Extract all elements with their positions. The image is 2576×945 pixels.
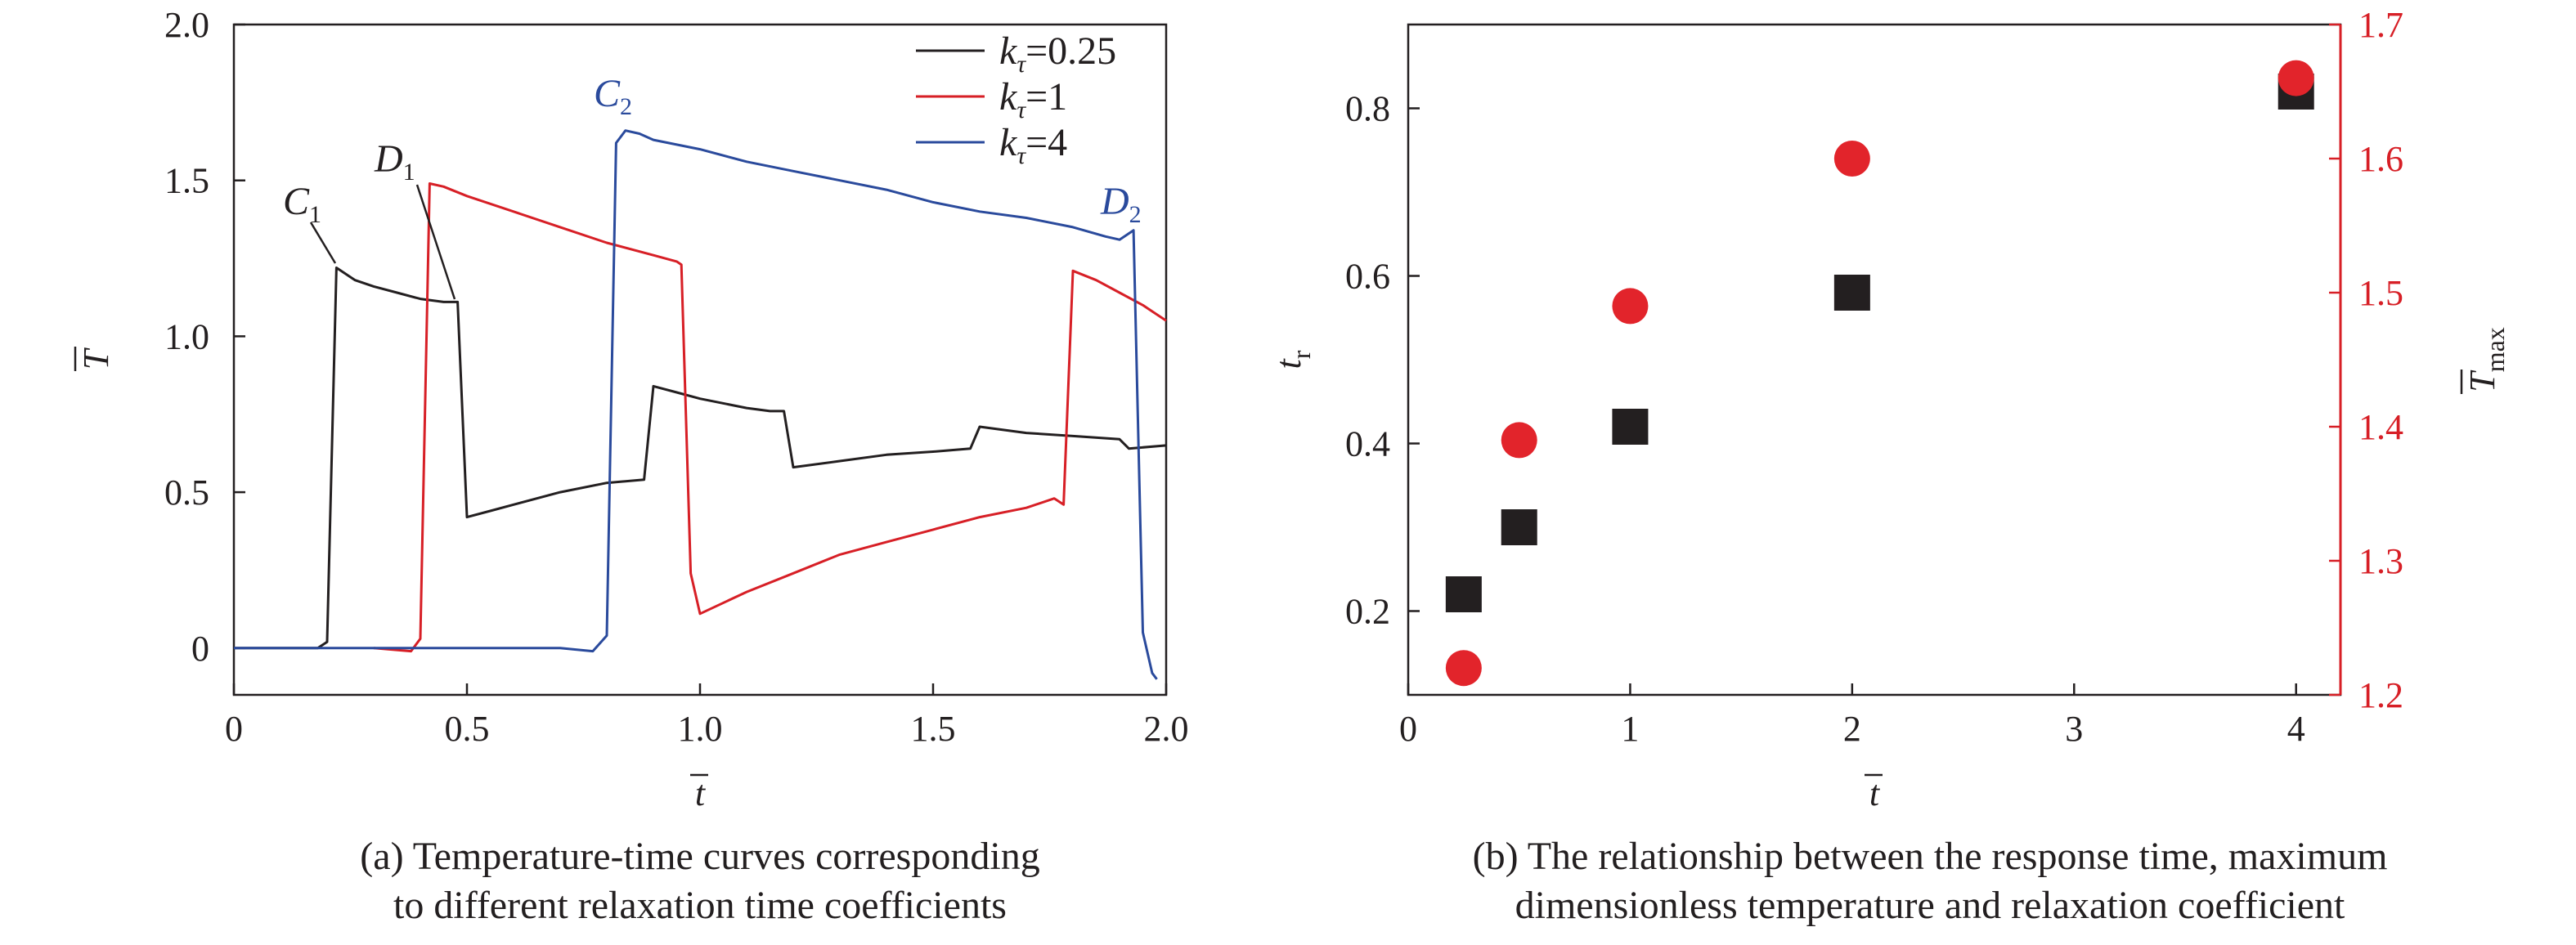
chart-b-left-tick-label: 0.4 xyxy=(1345,424,1390,464)
chart-a-lines xyxy=(234,129,1167,680)
chart-a-series-line-2 xyxy=(234,129,1158,680)
chart-b-x-tick-label: 1 xyxy=(1621,709,1639,749)
svg-text:t: t xyxy=(1869,773,1881,813)
chart-b-left-tick-label: 0.8 xyxy=(1345,89,1390,129)
chart-a-legend-label-1: kτ=1 xyxy=(999,75,1067,123)
caption-b: (b) The relationship between the respons… xyxy=(1300,832,2560,930)
chart-b-left-axis-label: tr xyxy=(1268,350,1316,369)
chart-b-plot-frame xyxy=(1407,23,2342,696)
chart-a-x-tick-label: 2.0 xyxy=(1144,709,1189,749)
chart-b-x-tick-label: 0 xyxy=(1399,709,1417,749)
chart-a-annotation-leader-0 xyxy=(309,222,337,264)
caption-b-line2: dimensionless temperature and relaxation… xyxy=(1515,884,2345,927)
chart-a-x-axis-label: t xyxy=(690,773,708,813)
chart-b-circle-point xyxy=(1612,288,1649,325)
chart-b-square-point xyxy=(1612,409,1649,445)
chart-a-series-line-1 xyxy=(373,182,1167,653)
chart-a-y-tick-label: 1.0 xyxy=(164,316,209,356)
chart-b-circle-point xyxy=(2278,60,2314,96)
chart-a: 0 0.5 1.0 1.5 2.0 0 0.5 1.0 1.5 2.0 C1 D1 C2 D2 kτ=0… xyxy=(74,5,1189,813)
chart-a-y-tick-label: 2.0 xyxy=(164,5,209,45)
chart-b-circle-point xyxy=(1501,422,1537,459)
chart-b: 0 1 2 3 4 0.2 0.4 0.6 0.8 1.2 1.3 1.4 1.5 1.6 1.7 t tr… xyxy=(1268,5,2510,813)
svg-text:tr: tr xyxy=(1268,350,1316,369)
chart-a-y-tick-label: 0 xyxy=(191,629,209,669)
chart-b-right-tick-label: 1.2 xyxy=(2358,675,2403,715)
chart-a-x-tick-label: 1.5 xyxy=(911,709,956,749)
chart-a-annotation-2: C2 xyxy=(594,72,632,120)
chart-a-y-tick-label: 0.5 xyxy=(164,472,209,513)
chart-a-legend-label-2: kτ=4 xyxy=(999,121,1067,169)
chart-b-right-axis-label: Tmax xyxy=(2460,327,2510,394)
chart-b-right-tick-label: 1.6 xyxy=(2358,139,2403,179)
svg-text:T: T xyxy=(76,347,116,369)
chart-a-annotation-1: D1 xyxy=(374,137,415,186)
svg-text:Tmax: Tmax xyxy=(2462,327,2510,392)
chart-b-right-tick-label: 1.4 xyxy=(2358,407,2403,447)
chart-b-right-tick-label: 1.7 xyxy=(2358,5,2403,45)
chart-a-x-tick-label: 1.0 xyxy=(678,709,723,749)
chart-b-square-point xyxy=(1501,509,1537,545)
chart-b-left-tick-label: 0.2 xyxy=(1345,592,1390,632)
chart-b-points xyxy=(1445,60,2314,687)
chart-a-annotation-3: D2 xyxy=(1100,180,1142,228)
chart-b-ticks: 0 1 2 3 4 0.2 0.4 0.6 0.8 1.2 1.3 1.4 1.5 1.6 1.7 xyxy=(1345,5,2403,749)
chart-b-square-point xyxy=(1445,576,1482,612)
chart-a-series-line-0 xyxy=(234,266,1167,650)
chart-b-right-tick-label: 1.5 xyxy=(2358,273,2403,313)
chart-b-circle-point xyxy=(1445,650,1482,687)
chart-b-circle-point xyxy=(1833,141,1870,177)
chart-a-y-axis-label: T xyxy=(74,347,116,371)
chart-b-square-point xyxy=(1833,275,1870,311)
chart-a-annotation-0: C1 xyxy=(283,180,321,228)
chart-b-right-tick-label: 1.3 xyxy=(2358,541,2403,581)
chart-a-y-tick-label: 1.5 xyxy=(164,161,209,201)
chart-b-x-tick-label: 4 xyxy=(2287,709,2305,749)
chart-a-annotation-leader-1 xyxy=(415,184,456,300)
chart-a-ticks: 0 0.5 1.0 1.5 2.0 0 0.5 1.0 1.5 2.0 xyxy=(164,5,1189,749)
caption-b-line1: (b) The relationship between the respons… xyxy=(1472,835,2388,878)
caption-a-line1: (a) Temperature-time curves correspondin… xyxy=(360,835,1040,878)
caption-a-line2: to different relaxation time coefficient… xyxy=(393,884,1007,927)
chart-b-x-axis-label: t xyxy=(1865,773,1883,813)
chart-a-x-tick-label: 0 xyxy=(225,709,243,749)
chart-b-x-tick-label: 3 xyxy=(2065,709,2083,749)
svg-text:t: t xyxy=(695,773,707,813)
chart-b-x-tick-label: 2 xyxy=(1843,709,1861,749)
caption-a: (a) Temperature-time curves correspondin… xyxy=(234,832,1166,930)
chart-b-left-tick-label: 0.6 xyxy=(1345,257,1390,297)
chart-a-x-tick-label: 0.5 xyxy=(445,709,490,749)
chart-a-legend-label-0: kτ=0.25 xyxy=(999,29,1116,78)
